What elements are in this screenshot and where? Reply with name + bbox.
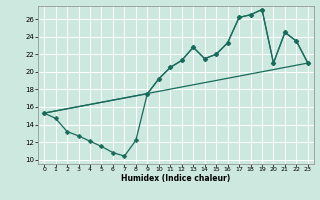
X-axis label: Humidex (Indice chaleur): Humidex (Indice chaleur) — [121, 174, 231, 183]
